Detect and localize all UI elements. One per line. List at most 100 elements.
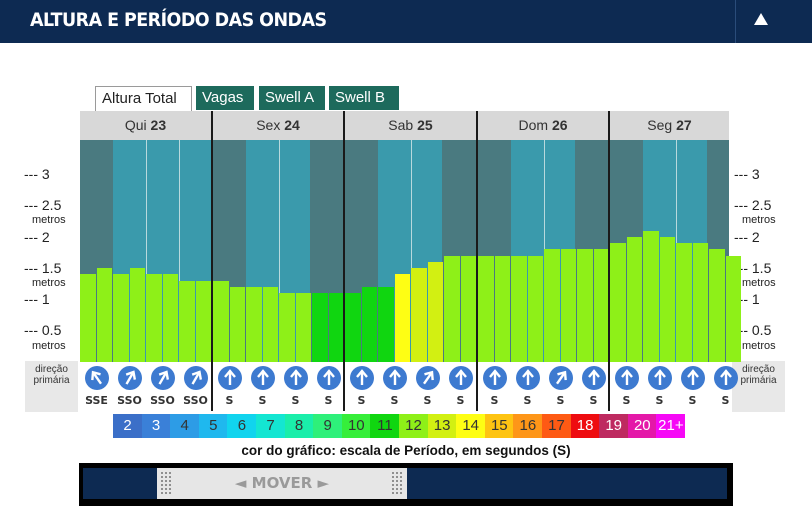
wave-height-bar[interactable] [130, 268, 145, 362]
tab-vagas[interactable]: Vagas [196, 86, 254, 110]
wave-height-bar[interactable] [643, 231, 659, 362]
direction-text: SSO [117, 394, 142, 407]
wave-height-bar[interactable] [113, 274, 129, 362]
period-scale-cell: 6 [227, 414, 257, 438]
direction-label-right: direção primária [732, 361, 785, 412]
wave-height-bar[interactable] [196, 281, 211, 362]
wave-height-bar[interactable] [577, 249, 593, 362]
direction-cell: S [676, 362, 709, 411]
header-divider [735, 0, 736, 43]
direction-arrow-icon [218, 366, 242, 390]
direction-text: S [523, 394, 532, 407]
direction-text: SSO [150, 394, 175, 407]
tab-swell-b[interactable]: Swell B [329, 86, 399, 110]
wave-height-bar[interactable] [279, 293, 295, 362]
direction-cell: SSE [80, 362, 113, 411]
day-header-qui: Qui 23 [80, 111, 211, 140]
day-header-sab: Sab 25 [345, 111, 476, 140]
wave-height-bar[interactable] [461, 256, 476, 362]
direction-arrow-icon [85, 366, 109, 390]
wave-height-bar[interactable] [312, 293, 328, 362]
wave-height-bar[interactable] [411, 268, 427, 362]
direction-arrow-icon [648, 366, 672, 390]
wave-height-bar[interactable] [528, 256, 543, 362]
period-scale-cell: 2 [113, 414, 142, 438]
day-header-sex: Sex 24 [213, 111, 343, 140]
direction-text: S [225, 394, 234, 407]
right-grip-icon [391, 471, 404, 496]
collapse-triangle-icon[interactable] [754, 13, 768, 25]
wave-height-bar[interactable] [627, 237, 642, 362]
direction-arrow-icon [151, 366, 175, 390]
left-grip-icon [160, 471, 173, 496]
direction-cell: S [643, 362, 676, 411]
direction-text: S [324, 394, 333, 407]
wave-height-bar[interactable] [726, 256, 741, 362]
tick-label: --- 2.5 [734, 197, 772, 213]
wave-height-bar[interactable] [495, 256, 510, 362]
direction-text: S [291, 394, 300, 407]
direction-cell: S [444, 362, 477, 411]
direction-cell: SSO [179, 362, 212, 411]
period-scale-cell: 15 [484, 414, 514, 438]
wave-height-bar[interactable] [213, 281, 229, 362]
scroll-thumb[interactable]: ◄ MOVER ► [157, 468, 407, 499]
wave-height-bar[interactable] [561, 249, 576, 362]
direction-cell: S [312, 362, 345, 411]
tab-altura-total[interactable]: Altura Total [95, 86, 192, 112]
wave-height-bar[interactable] [179, 281, 195, 362]
wave-height-bar[interactable] [676, 243, 692, 362]
direction-arrow-icon [251, 366, 275, 390]
wave-height-bar[interactable] [80, 274, 96, 362]
wave-height-bar[interactable] [709, 249, 725, 362]
wave-height-bar[interactable] [146, 274, 162, 362]
timeline-scrollbar[interactable]: ◄ MOVER ► [79, 463, 733, 506]
wave-height-bar[interactable] [428, 262, 443, 362]
direction-arrow-icon [582, 366, 606, 390]
period-scale-cell: 17 [542, 414, 571, 438]
unit-label: metros [742, 214, 776, 226]
wave-height-bar[interactable] [544, 249, 560, 362]
wave-height-bar[interactable] [329, 293, 344, 362]
period-scale-cell: 18 [570, 414, 600, 438]
wave-chart: Qui 23 Sex 24 Sab 25 Dom 26 Seg 27 SSE SS… [80, 111, 741, 411]
wave-height-bar[interactable] [693, 243, 708, 362]
wave-height-bar[interactable] [395, 274, 410, 362]
direction-cell: S [478, 362, 511, 411]
tab-swell-a[interactable]: Swell A [259, 86, 325, 110]
wave-height-bar[interactable] [362, 287, 377, 362]
wave-height-bar[interactable] [660, 237, 675, 362]
period-scale-cell: 4 [170, 414, 200, 438]
wave-height-bar[interactable] [610, 243, 626, 362]
direction-text: S [357, 394, 366, 407]
wave-height-bar[interactable] [163, 274, 178, 362]
period-scale-cell: 20 [627, 414, 657, 438]
direction-arrow-icon [118, 366, 142, 390]
wave-height-bar[interactable] [444, 256, 460, 362]
wave-height-bar[interactable] [478, 256, 494, 362]
tick-label: --- 2 [24, 229, 50, 245]
wave-height-bar[interactable] [97, 268, 112, 362]
direction-cell: SSO [113, 362, 146, 411]
wave-height-bar[interactable] [378, 287, 394, 362]
wave-height-bar[interactable] [230, 287, 245, 362]
wave-height-bar[interactable] [296, 293, 311, 362]
direction-arrow-icon [383, 366, 407, 390]
wave-height-bar[interactable] [263, 287, 278, 362]
direction-text: S [589, 394, 598, 407]
direction-text: SSE [85, 394, 108, 407]
wave-height-bar[interactable] [594, 249, 609, 362]
direction-text: S [456, 394, 465, 407]
scroll-track[interactable]: ◄ MOVER ► [83, 468, 727, 499]
direction-cell: S [411, 362, 444, 411]
direction-cell: S [378, 362, 411, 411]
period-scale-cell: 9 [313, 414, 343, 438]
tick-label: --- 0.5 [24, 322, 62, 338]
direction-text: S [556, 394, 565, 407]
period-scale-cell: 11 [370, 414, 400, 438]
tick-label: --- 2 [734, 229, 760, 245]
wave-height-bar[interactable] [345, 293, 361, 362]
wave-height-bar[interactable] [246, 287, 262, 362]
wave-height-bar[interactable] [511, 256, 527, 362]
grid-line [146, 140, 147, 362]
